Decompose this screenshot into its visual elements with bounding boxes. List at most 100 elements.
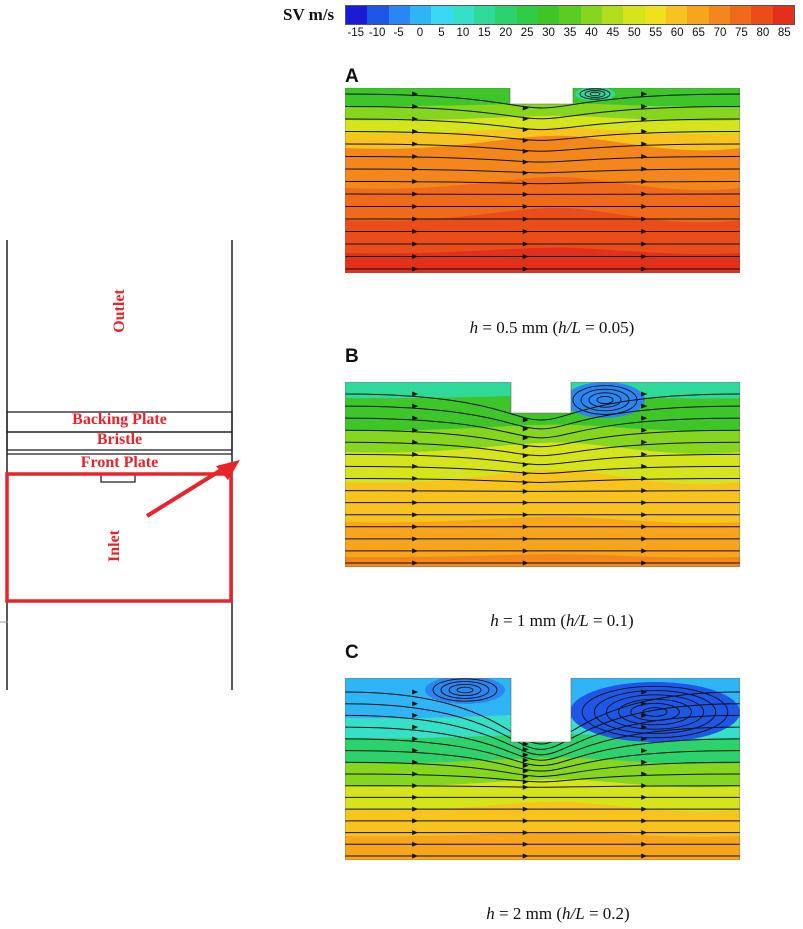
vortex-streamline xyxy=(580,388,630,412)
streamline-arrow xyxy=(522,853,529,859)
vortex-streamline xyxy=(589,91,601,97)
streamline-arrow xyxy=(641,712,648,718)
caption-a-h: h xyxy=(469,318,479,337)
streamline-arrow xyxy=(412,241,419,247)
highlight-arrow-head xyxy=(216,460,240,480)
legend-tick: 25 xyxy=(520,27,534,39)
streamline-arrow xyxy=(641,701,648,707)
streamline-arrow xyxy=(412,524,419,530)
streamline-arrow xyxy=(641,748,648,754)
streamline-arrow xyxy=(412,748,419,754)
streamline-arrow xyxy=(412,794,419,800)
streamline-arrow xyxy=(412,104,419,109)
streamline-arrow xyxy=(522,159,529,165)
streamline xyxy=(345,393,740,421)
streamline xyxy=(345,181,740,185)
streamline-arrow xyxy=(641,500,648,506)
legend-tick: 85 xyxy=(777,27,791,39)
legend-tick: -15 xyxy=(347,27,365,39)
streamline-arrow xyxy=(412,818,419,824)
streamline-arrow xyxy=(522,241,529,247)
streamline-arrow xyxy=(641,783,648,789)
streamline-arrow xyxy=(522,266,529,272)
legend-swatch xyxy=(623,6,645,24)
streamline xyxy=(345,93,740,109)
legend-swatch xyxy=(559,6,581,24)
streamline-arrow xyxy=(522,524,529,530)
streamline-arrow xyxy=(522,830,529,836)
legend-swatch xyxy=(729,6,752,24)
legend-tick: 50 xyxy=(627,27,641,39)
streamline-arrow xyxy=(412,216,419,222)
streamline-arrow xyxy=(412,724,419,730)
streamline-arrow xyxy=(641,759,648,765)
inlet-label: Inlet xyxy=(106,530,123,562)
streamline-arrow xyxy=(641,830,648,836)
legend-tick: 40 xyxy=(585,27,598,39)
streamline-arrow xyxy=(522,752,529,758)
panel-c-letter: C xyxy=(345,642,359,663)
streamline xyxy=(345,761,740,777)
legend-swatch xyxy=(665,6,688,24)
streamline-arrow xyxy=(641,853,648,859)
caption-c-h: h xyxy=(486,904,495,923)
streamline-arrow xyxy=(412,427,419,433)
panel-outline xyxy=(345,88,740,273)
streamline-arrow xyxy=(522,204,529,209)
streamline-arrow xyxy=(641,771,648,777)
streamline-arrow xyxy=(522,444,529,450)
streamline-arrow xyxy=(412,830,419,836)
legend-swatch xyxy=(495,6,517,24)
streamline xyxy=(345,465,740,475)
streamline-arrow xyxy=(522,784,529,790)
streamline xyxy=(345,750,740,772)
streamline-arrow xyxy=(522,479,529,485)
streamline-arrow xyxy=(641,724,648,730)
legend-swatch xyxy=(367,6,389,24)
caption-b-end: = 0.1) xyxy=(588,611,634,630)
streamline-arrow xyxy=(412,463,419,469)
color-legend-ticks: -15 -10 -5 0 5 10 15 20 25 30 35 40 45 50 55 60 65 70 75 80… xyxy=(345,27,795,43)
streamline xyxy=(345,703,740,750)
streamline-arrow xyxy=(412,229,419,234)
streamline-arrow xyxy=(522,453,529,459)
streamline-arrow xyxy=(641,91,648,97)
streamline-arrow xyxy=(412,759,419,765)
streamline xyxy=(345,726,740,761)
streamline-arrow xyxy=(641,427,648,433)
streamline-arrow xyxy=(641,229,648,234)
legend-swatch xyxy=(708,6,730,24)
caption-c-end: = 0.2) xyxy=(584,904,630,923)
streamline xyxy=(345,429,740,448)
streamline-arrow xyxy=(412,853,419,859)
streamline-arrow xyxy=(641,116,648,122)
panel-a-contour xyxy=(345,88,740,273)
legend-swatch xyxy=(388,6,410,24)
legend-tick: 45 xyxy=(606,27,620,39)
vortex-streamline xyxy=(605,694,705,730)
streamline xyxy=(345,118,740,131)
streamline-arrow xyxy=(412,141,419,147)
streamline-arrow xyxy=(522,471,529,477)
streamline-arrow xyxy=(641,536,648,542)
streamline xyxy=(345,131,740,141)
streamline-arrow xyxy=(522,536,529,542)
panel-b-letter: B xyxy=(345,346,359,367)
contour-band xyxy=(345,831,740,860)
streamline xyxy=(345,478,740,483)
legend-tick: 70 xyxy=(713,27,727,39)
streamline-arrow xyxy=(412,179,419,184)
streamline-arrow xyxy=(522,763,529,769)
legend-swatch xyxy=(473,6,496,24)
streamline-arrow xyxy=(641,560,648,566)
streamline-arrow xyxy=(641,841,648,847)
streamline-arrow xyxy=(412,204,419,209)
streamline xyxy=(345,785,740,788)
streamline-arrow xyxy=(641,736,648,742)
legend-swatch xyxy=(772,6,794,24)
streamline-arrow xyxy=(412,548,419,554)
caption-c-mid: = 2 mm ( xyxy=(494,904,562,923)
groove-outline xyxy=(100,474,136,483)
streamline-arrow xyxy=(641,524,648,530)
